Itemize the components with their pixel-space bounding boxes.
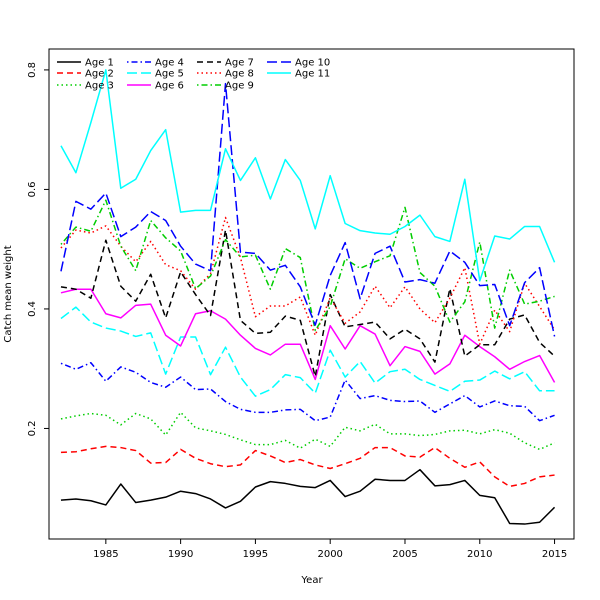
x-tick-label: 1995 — [243, 549, 268, 560]
series-line-age-2 — [60, 445, 555, 488]
legend-label-age-8: Age 8 — [225, 69, 254, 80]
legend-label-age-1: Age 1 — [85, 58, 114, 69]
legend-label-age-5: Age 5 — [155, 69, 184, 80]
y-axis-label: Catch mean weight — [3, 245, 14, 342]
x-axis-label: Year — [300, 575, 323, 586]
series-lines — [60, 69, 556, 525]
x-tick-label: 1990 — [168, 549, 193, 560]
series-line-age-3 — [60, 411, 555, 451]
y-axis: 0.2 0.4 0.6 0.8 — [27, 62, 49, 436]
legend-label-age-2: Age 2 — [85, 69, 114, 80]
series-line-age-11 — [60, 69, 556, 282]
legend-label-age-11: Age 11 — [295, 69, 330, 80]
x-tick-label: 2010 — [467, 549, 492, 560]
plot-frame — [48, 48, 575, 540]
legend-label-age-4: Age 4 — [155, 58, 184, 69]
y-tick-label: 0.6 — [27, 181, 38, 197]
legend-label-age-7: Age 7 — [225, 58, 254, 69]
series-line-age-5 — [60, 306, 555, 397]
legend-label-age-9: Age 9 — [225, 81, 254, 92]
y-tick-label: 0.8 — [27, 62, 38, 78]
series-line-age-6 — [60, 288, 556, 383]
series-line-age-9 — [60, 199, 555, 332]
series-line-age-4 — [60, 361, 555, 422]
x-tick-label: 2005 — [392, 549, 417, 560]
x-tick-label: 1985 — [93, 549, 118, 560]
y-tick-label: 0.2 — [27, 420, 38, 436]
y-tick-label: 0.4 — [27, 301, 38, 317]
series-line-age-10 — [60, 82, 556, 337]
legend-label-age-3: Age 3 — [85, 81, 114, 92]
series-line-age-1 — [60, 468, 556, 525]
legend-label-age-6: Age 6 — [155, 81, 184, 92]
x-tick-label: 2000 — [317, 549, 342, 560]
x-axis: 1985 1990 1995 2000 2005 2010 2015 — [93, 539, 567, 560]
x-tick-label: 2015 — [542, 549, 567, 560]
legend-label-age-10: Age 10 — [295, 58, 330, 69]
